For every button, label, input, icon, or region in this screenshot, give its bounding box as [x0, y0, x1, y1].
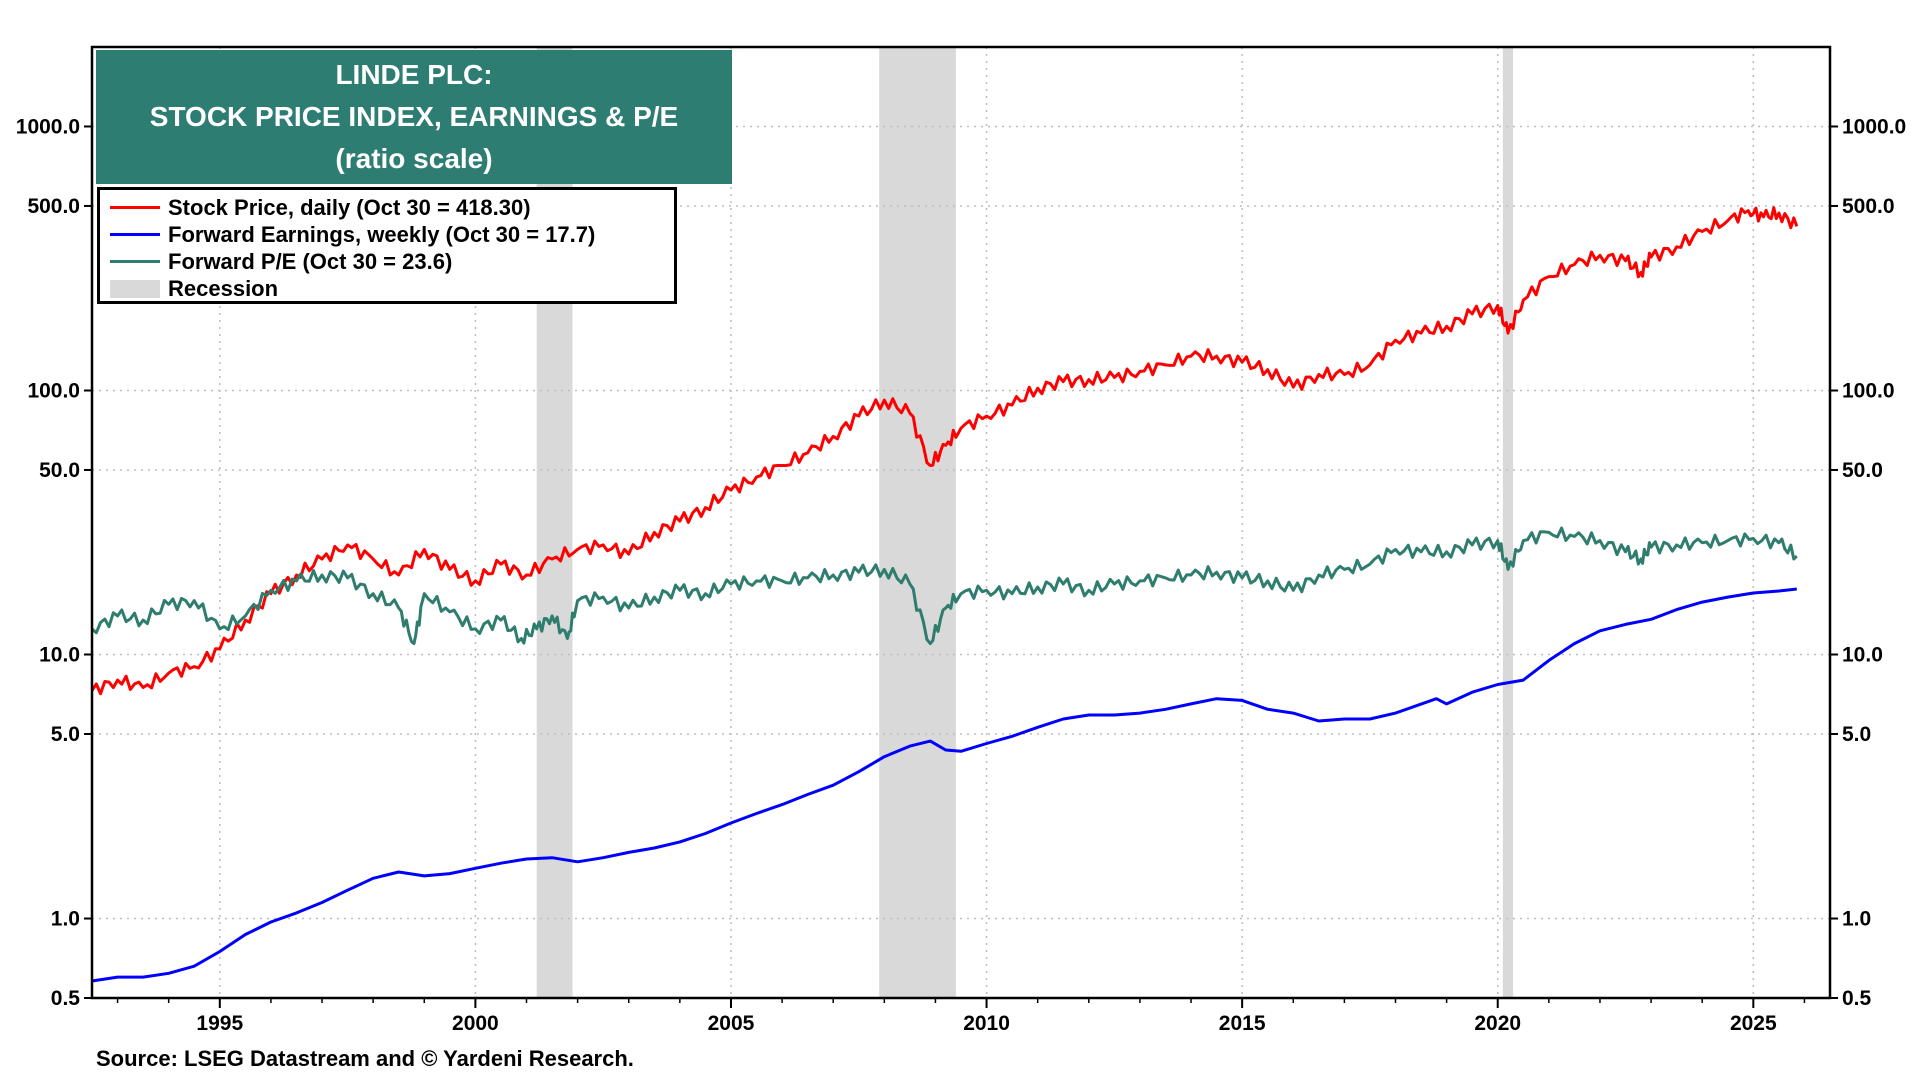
legend-label-stock-price: Stock Price, daily (Oct 30 = 418.30) [168, 194, 531, 220]
x-tick-label: 1995 [196, 1012, 243, 1035]
plot-frame [90, 45, 1832, 1000]
chart-title-line-2: STOCK PRICE INDEX, EARNINGS & P/E [149, 101, 679, 132]
chart-legend: Stock Price, daily (Oct 30 = 418.30) For… [97, 187, 677, 304]
chart-title-line-3: (ratio scale) [335, 143, 493, 174]
y-tick-label-left: 0.5 [51, 987, 81, 1010]
y-tick-label-left: 5.0 [51, 723, 80, 746]
legend-swatch-stock-price [110, 206, 160, 209]
recession-bands [536, 47, 1514, 998]
x-tick-label: 2020 [1474, 1012, 1521, 1035]
y-tick-label-right: 5.0 [1842, 723, 1871, 746]
stock-price-line [90, 206, 1799, 696]
legend-item-forward-earnings: Forward Earnings, weekly (Oct 30 = 17.7) [110, 221, 674, 248]
y-tick-label-right: 50.0 [1842, 459, 1883, 482]
x-tick-label: 2005 [708, 1012, 755, 1035]
x-tick-label: 2010 [963, 1012, 1010, 1035]
y-tick-label-right: 1.0 [1842, 908, 1871, 931]
y-tick-label-left: 10.0 [39, 644, 80, 667]
y-tick-label-right: 100.0 [1842, 379, 1895, 402]
legend-swatch-recession [110, 279, 160, 298]
y-tick-label-left: 50.0 [39, 459, 80, 482]
series-lines [90, 206, 1799, 983]
x-tick-label: 2025 [1730, 1012, 1777, 1035]
recession-band-3 [1502, 47, 1514, 998]
legend-swatch-forward-pe [110, 260, 160, 263]
legend-item-forward-pe: Forward P/E (Oct 30 = 23.6) [110, 248, 674, 275]
legend-item-stock-price: Stock Price, daily (Oct 30 = 418.30) [110, 194, 674, 221]
legend-label-recession: Recession [168, 275, 279, 301]
x-tick-label: 2000 [452, 1012, 499, 1035]
recession-band-2 [879, 47, 956, 998]
y-tick-label-left: 500.0 [27, 195, 80, 218]
y-tick-label-left: 1000.0 [16, 115, 80, 138]
y-tick-label-right: 10.0 [1842, 644, 1883, 667]
y-tick-label-right: 500.0 [1842, 195, 1895, 218]
x-tick-label: 2015 [1219, 1012, 1266, 1035]
forward-pe-line [90, 526, 1798, 646]
source-note: Source: LSEG Datastream and © Yardeni Re… [96, 1046, 634, 1071]
legend-item-recession: Recession [110, 275, 674, 302]
chart-title-line-1: LINDE PLC: [335, 59, 493, 90]
y-tick-label-right: 1000.0 [1842, 115, 1906, 138]
tick-labels: 1995 2000 2005 2010 2015 2020 2025 0.5 0.5 1.0 1.0… [16, 115, 1906, 1035]
legend-label-forward-earnings: Forward Earnings, weekly (Oct 30 = 17.7) [168, 221, 596, 247]
axes [84, 45, 1838, 1008]
forward-earnings-line [91, 587, 1797, 983]
y-tick-label-right: 0.5 [1842, 987, 1872, 1010]
chart-title: LINDE PLC: STOCK PRICE INDEX, EARNINGS &… [96, 50, 732, 184]
legend-swatch-forward-earnings [110, 233, 160, 236]
y-tick-label-left: 100.0 [27, 379, 80, 402]
legend-label-forward-pe: Forward P/E (Oct 30 = 23.6) [168, 248, 453, 274]
y-tick-label-left: 1.0 [51, 908, 80, 931]
